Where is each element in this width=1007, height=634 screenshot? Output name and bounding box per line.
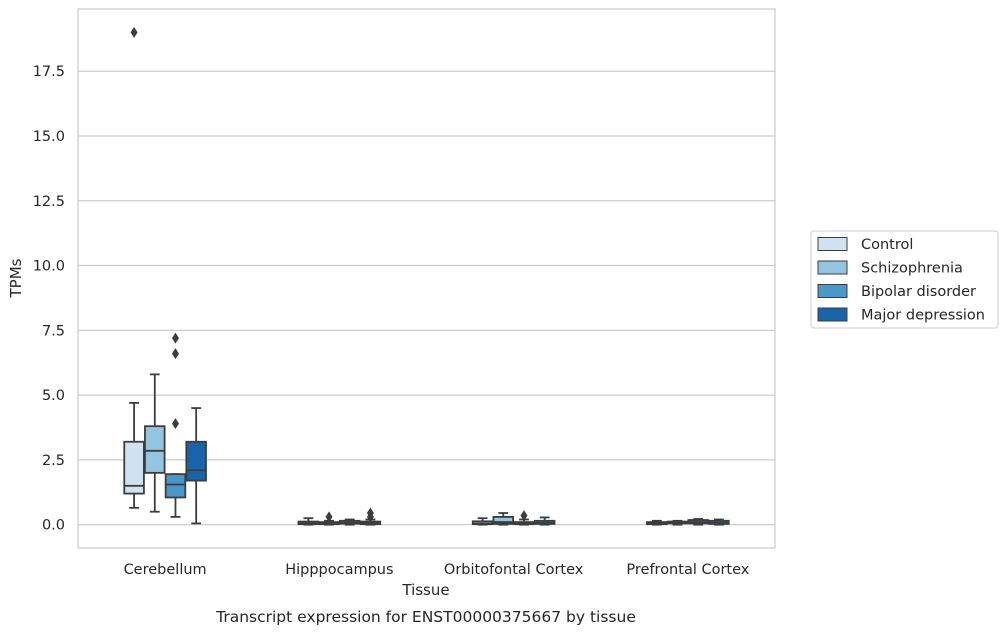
box-major-depression bbox=[708, 518, 730, 526]
box-schizophrenia bbox=[666, 519, 689, 526]
box-control bbox=[297, 517, 320, 526]
legend-label: Bipolar disorder bbox=[861, 284, 976, 300]
y-axis-label: TPMs bbox=[7, 258, 25, 298]
legend-swatch bbox=[817, 260, 848, 275]
outlier-point bbox=[171, 332, 179, 344]
box-bipolar-disorder bbox=[513, 510, 535, 526]
legend-swatch bbox=[817, 284, 848, 298]
legend: Control Schizophrenia Bipolar disorder Majo… bbox=[810, 230, 999, 329]
y-tick-label: 12.5 bbox=[33, 194, 65, 210]
box-body bbox=[492, 516, 515, 525]
y-tick-label: 5.0 bbox=[42, 388, 65, 404]
legend-label: Major depression bbox=[861, 308, 985, 324]
x-tick-label: Orbitofontal Cortex bbox=[444, 562, 584, 578]
box-body bbox=[164, 473, 187, 499]
x-tick-labels: Cerebellum Hipppocampus Orbitofontal Corte… bbox=[124, 562, 750, 578]
box-bipolar-disorder bbox=[338, 518, 361, 526]
box-schizophrenia bbox=[492, 512, 515, 526]
legend-label: Schizophrenia bbox=[861, 261, 963, 277]
outlier-point bbox=[325, 511, 333, 523]
box-bipolar-disorder bbox=[164, 332, 187, 518]
outlier-point bbox=[520, 510, 528, 522]
legend-swatch bbox=[817, 237, 848, 251]
y-tick-label: 7.5 bbox=[42, 323, 65, 339]
y-tick-label: 15.0 bbox=[33, 129, 65, 145]
box-major-depression bbox=[185, 407, 207, 525]
box-control bbox=[123, 26, 145, 509]
x-axis-label: Tissue bbox=[401, 581, 449, 599]
legend-frame bbox=[810, 230, 999, 329]
plot-area-frame bbox=[77, 8, 776, 549]
box-body bbox=[185, 440, 207, 482]
outlier-point bbox=[171, 418, 179, 430]
box-schizophrenia bbox=[318, 511, 340, 526]
y-tick-labels: 0.0 2.5 5.0 7.5 10.0 12.5 15.0 17.5 bbox=[33, 64, 65, 533]
grid-lines bbox=[78, 70, 775, 526]
x-tick-label: Prefrontal Cortex bbox=[626, 562, 749, 578]
y-tick-label: 0.0 bbox=[42, 518, 65, 534]
outlier-point bbox=[171, 348, 179, 360]
x-tick-label: Hipppocampus bbox=[285, 562, 393, 578]
outlier-point bbox=[130, 26, 138, 38]
y-tick-label: 17.5 bbox=[33, 64, 65, 80]
box-body bbox=[144, 425, 166, 474]
box-control bbox=[646, 519, 668, 526]
legend-swatch bbox=[817, 307, 848, 322]
outlier-point bbox=[366, 507, 374, 519]
box-body bbox=[123, 440, 145, 495]
chart-title: Transcript expression for ENST0000037566… bbox=[215, 608, 636, 626]
box-schizophrenia bbox=[144, 373, 166, 513]
box-control bbox=[471, 517, 494, 526]
boxes bbox=[123, 26, 730, 526]
y-tick-label: 10.0 bbox=[33, 259, 65, 275]
box-major-depression bbox=[359, 507, 382, 526]
x-tick-label: Cerebellum bbox=[124, 562, 207, 578]
legend-label: Control bbox=[861, 237, 913, 253]
box-major-depression bbox=[533, 516, 556, 526]
box-bipolar-disorder bbox=[687, 518, 709, 526]
y-tick-label: 2.5 bbox=[42, 453, 65, 469]
